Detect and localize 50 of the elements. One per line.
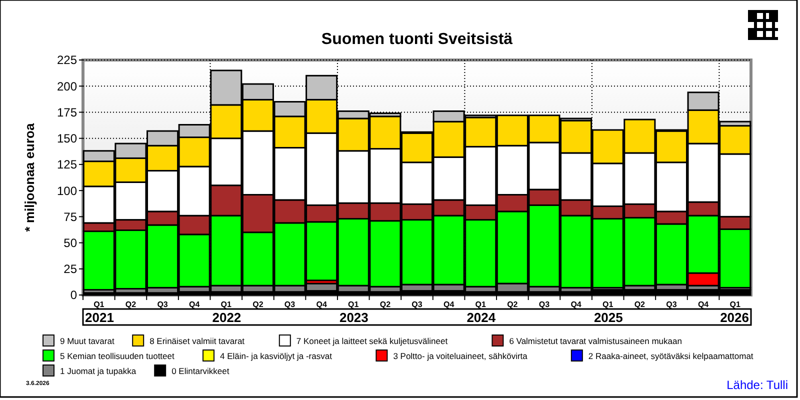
y-tick-label: 50 — [64, 236, 78, 250]
x-tick-label: Q1 — [602, 300, 614, 309]
legend-label: 5 Kemian teollisuuden tuotteet — [60, 351, 175, 361]
legend-label: 8 Erinäiset valmiit tavarat — [150, 336, 246, 346]
legend-label: 2 Raaka-aineet, syötäväksi kelpaamattomat — [588, 351, 754, 361]
text: 2025 — [594, 310, 623, 325]
x-tick-label: Q3 — [157, 300, 168, 309]
x-tick-label: Q4 — [698, 300, 710, 309]
x-tick-label: Q2 — [634, 300, 646, 309]
text: Lähde: Tulli — [726, 378, 788, 392]
y-tick-label: 75 — [64, 210, 78, 224]
legend-label: 6 Valmistetut tavarat valmistusaineen mukaan — [509, 336, 682, 346]
x-tick-label: Q3 — [284, 300, 296, 309]
y-tick-label: 100 — [56, 184, 78, 198]
y-tick-label: 225 — [56, 53, 78, 68]
legend-label: 4 Eläin- ja kasviöljyt ja -rasvat — [220, 351, 333, 361]
x-tick-label: Q2 — [507, 300, 518, 309]
legend-label: 3 Poltto- ja voiteluaineet, sähkövirta — [393, 351, 528, 361]
x-tick-label: Q4 — [316, 300, 328, 309]
y-tick-label: 200 — [56, 79, 78, 94]
x-tick-label: Q3 — [412, 300, 423, 309]
x-tick-label: Q1 — [348, 300, 360, 309]
text: 2022 — [212, 310, 242, 325]
legend-label: 9 Muut tavarat — [60, 336, 115, 346]
x-tick-label: Q1 — [475, 300, 487, 309]
x-tick-label: Q3 — [538, 300, 550, 309]
text: 2021 — [85, 310, 114, 325]
y-tick-label: 125 — [56, 158, 78, 172]
legend-label: 7 Koneet ja laitteet sekä kuljetusvälineet — [296, 336, 448, 346]
y-axis-title: * miljoonaa euroa — [22, 122, 37, 232]
x-tick-label: Q2 — [380, 300, 392, 309]
chart-title: Suomen tuonti Sveitsistä — [321, 31, 513, 48]
legend-label: 0 Elintarvikkeet — [172, 366, 230, 376]
legend-label: 1 Juomat ja tupakka — [60, 366, 136, 376]
x-tick-label: Q4 — [443, 300, 455, 309]
x-tick-label: Q1 — [730, 300, 741, 309]
x-tick-label: Q1 — [220, 300, 232, 309]
text: 2023 — [339, 310, 368, 325]
y-tick-label: 0 — [70, 288, 78, 302]
x-tick-label: Q2 — [125, 300, 137, 309]
x-tick-label: Q3 — [666, 300, 678, 309]
y-tick-label: 25 — [64, 262, 78, 276]
text: 2024 — [466, 310, 496, 325]
x-tick-label: Q2 — [252, 300, 264, 309]
y-tick-label: 150 — [56, 132, 78, 146]
x-tick-label: Q4 — [570, 300, 582, 309]
text: 2026 — [720, 310, 749, 325]
y-tick-label: 175 — [56, 105, 78, 120]
x-tick-label: Q1 — [94, 300, 105, 309]
x-tick-label: Q4 — [188, 300, 200, 309]
